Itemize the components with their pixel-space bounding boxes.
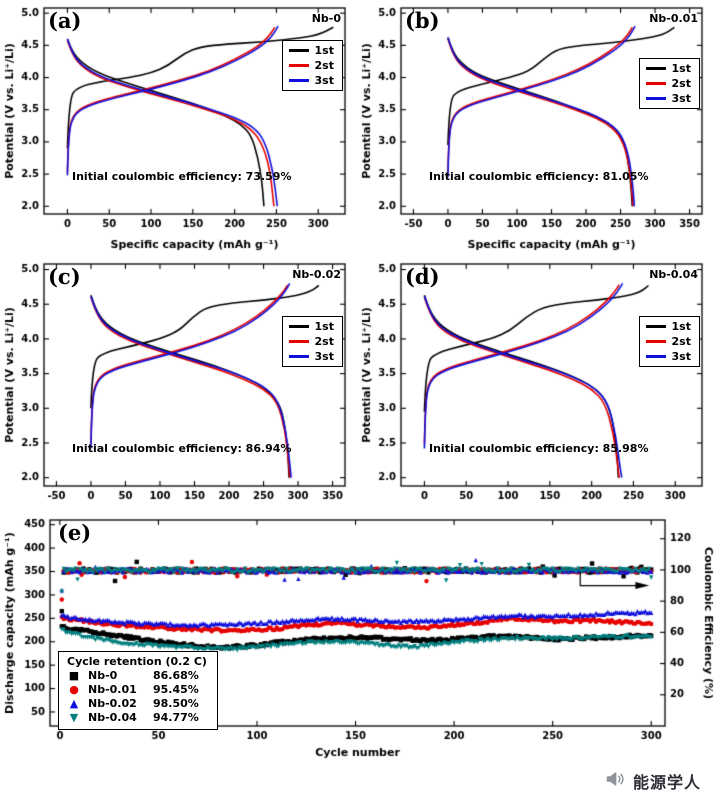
panel-letter-a: (a): [48, 8, 82, 33]
legend-label: 3st: [671, 92, 691, 105]
legend-item: 3st: [288, 350, 334, 363]
legend-label: 3st: [671, 350, 691, 363]
legend-label: 1st: [671, 320, 691, 333]
legend-b: 1st 2st 3st: [638, 58, 700, 109]
marker-glyph: ■: [68, 669, 80, 682]
legend-item: 3st: [645, 92, 691, 105]
chart-canvas-c: [0, 256, 357, 512]
watermark-text: 能源学人: [632, 773, 701, 792]
legend-item: 1st: [288, 320, 334, 333]
legend-label: 2st: [671, 77, 691, 90]
marker-glyph: ▲: [69, 697, 79, 710]
line-swatch: [288, 340, 309, 343]
ice-annotation-c: Initial coulombic efficiency: 86.94%: [72, 442, 292, 455]
panel-b: (b) Nb-0.01 1st 2st 3st Initial coulombi…: [357, 0, 714, 256]
legend-label: 3st: [314, 74, 334, 87]
retention-value: 86.68%: [153, 669, 199, 682]
line-swatch: [288, 325, 309, 328]
legend-a: 1st 2st 3st: [281, 40, 343, 91]
line-swatch: [645, 340, 666, 343]
panel-e: (e) Cycle retention (0.2 C) ■ Nb-0 86.68% …: [0, 512, 715, 762]
series-name: Nb-0.01: [88, 683, 137, 696]
sample-label-a: Nb-0: [311, 12, 341, 25]
legend-d: 1st 2st 3st: [638, 316, 700, 367]
sample-label-b: Nb-0.01: [649, 12, 698, 25]
panel-letter-c: (c): [48, 264, 81, 289]
series-name: Nb-0.04: [88, 711, 137, 724]
panel-letter-d: (d): [405, 264, 440, 289]
line-swatch: [288, 79, 309, 82]
line-swatch: [288, 49, 309, 52]
panel-letter-b: (b): [405, 8, 440, 33]
legend-item: 1st: [645, 62, 691, 75]
cycle-retention-legend: Cycle retention (0.2 C) ■ Nb-0 86.68% ● Nb-…: [58, 651, 218, 730]
legend-item: 3st: [645, 350, 691, 363]
marker-glyph: ●: [69, 683, 79, 696]
legend-item: 2st: [645, 77, 691, 90]
panel-d: (d) Nb-0.04 1st 2st 3st Initial coulombi…: [357, 256, 714, 512]
sample-label-c: Nb-0.02: [292, 268, 341, 281]
legend-item: 2st: [645, 335, 691, 348]
legend-item: ■ Nb-0 86.68%: [67, 669, 207, 683]
ice-annotation-d: Initial coulombic efficiency: 85.98%: [429, 442, 649, 455]
line-swatch: [645, 355, 666, 358]
legend-c: 1st 2st 3st: [281, 316, 343, 367]
legend-item: 2st: [288, 59, 334, 72]
legend-item: 1st: [288, 44, 334, 57]
legend-label: 2st: [314, 335, 334, 348]
series-name: Nb-0.02: [88, 697, 137, 710]
panel-letter-e: (e): [58, 520, 92, 545]
retention-value: 98.50%: [153, 697, 199, 710]
legend-title: Cycle retention (0.2 C): [67, 655, 207, 668]
line-swatch: [288, 64, 309, 67]
legend-item: 2st: [288, 335, 334, 348]
retention-value: 95.45%: [153, 683, 199, 696]
line-swatch: [645, 67, 666, 70]
ice-annotation-a: Initial coulombic efficiency: 73.59%: [72, 170, 292, 183]
retention-value: 94.77%: [153, 711, 199, 724]
ice-annotation-b: Initial coulombic efficiency: 81.05%: [429, 170, 649, 183]
series-name: Nb-0: [88, 669, 118, 682]
panel-c: (c) Nb-0.02 1st 2st 3st Initial coulombi…: [0, 256, 357, 512]
line-swatch: [645, 325, 666, 328]
line-swatch: [645, 82, 666, 85]
legend-label: 1st: [314, 320, 334, 333]
legend-item: ▼ Nb-0.04 94.77%: [67, 711, 207, 725]
legend-item: ▲ Nb-0.02 98.50%: [67, 697, 207, 711]
legend-label: 3st: [314, 350, 334, 363]
line-swatch: [288, 355, 309, 358]
voltage-profile-grid: (a) Nb-0 1st 2st 3st Initial coulombic e…: [0, 0, 714, 512]
legend-label: 2st: [671, 335, 691, 348]
marker-glyph: ▼: [69, 711, 79, 724]
legend-item: 3st: [288, 74, 334, 87]
legend-item: ● Nb-0.01 95.45%: [67, 683, 207, 697]
panel-a: (a) Nb-0 1st 2st 3st Initial coulombic e…: [0, 0, 357, 256]
legend-label: 1st: [314, 44, 334, 57]
legend-item: 1st: [645, 320, 691, 333]
chart-canvas-b: [357, 0, 714, 256]
watermark-bar: 能源学人: [0, 762, 715, 800]
chart-canvas-d: [357, 256, 714, 512]
legend-label: 2st: [314, 59, 334, 72]
legend-label: 1st: [671, 62, 691, 75]
sample-label-d: Nb-0.04: [649, 268, 698, 281]
line-swatch: [645, 97, 666, 100]
megaphone-icon: [604, 768, 626, 794]
chart-canvas-a: [0, 0, 357, 256]
